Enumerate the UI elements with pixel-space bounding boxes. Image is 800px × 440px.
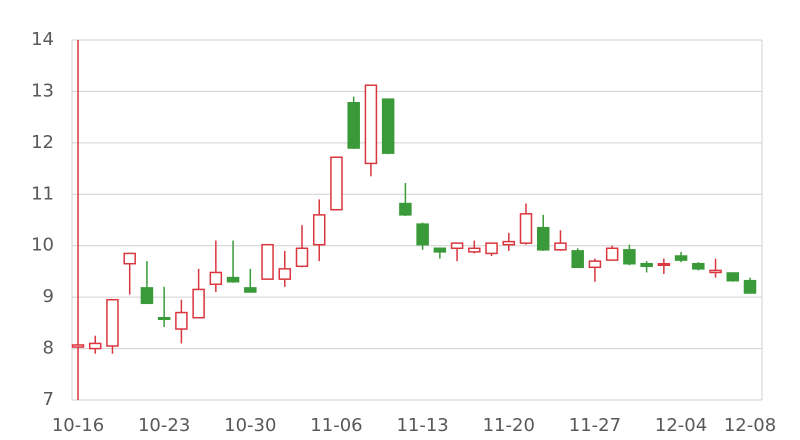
candle-body xyxy=(175,311,188,330)
candle-body xyxy=(433,247,447,253)
x-tick-label: 12-08 xyxy=(724,415,776,436)
x-tick-label: 10-23 xyxy=(138,415,190,436)
candle-body xyxy=(330,156,343,211)
candle-body xyxy=(657,262,671,267)
y-tick-label: 10 xyxy=(31,235,54,256)
candle-body xyxy=(450,242,464,250)
y-tick-label: 12 xyxy=(31,132,54,153)
y-tick-label: 14 xyxy=(31,29,54,50)
candle-body xyxy=(278,268,292,280)
candle-body xyxy=(709,269,722,274)
candle-body xyxy=(468,247,481,253)
y-tick-label: 8 xyxy=(43,338,54,359)
y-tick-label: 7 xyxy=(43,389,54,410)
candle-body xyxy=(312,214,326,246)
candle-body xyxy=(692,262,705,270)
candle-body xyxy=(192,288,205,319)
x-tick-label: 11-06 xyxy=(310,415,362,436)
candle-body xyxy=(588,260,602,269)
candle-body xyxy=(71,344,85,348)
x-tick-label: 10-16 xyxy=(52,415,104,436)
x-tick-label: 11-27 xyxy=(569,415,621,436)
candle-body xyxy=(726,272,740,282)
x-tick-label: 12-04 xyxy=(655,415,707,436)
y-tick-label: 13 xyxy=(31,80,54,101)
candle-body xyxy=(140,287,154,305)
candle-body xyxy=(554,242,567,251)
candle-body xyxy=(364,84,378,165)
candle-body xyxy=(157,316,171,321)
candle-body xyxy=(106,298,119,347)
candle-body xyxy=(571,250,584,269)
candle-body xyxy=(536,226,550,251)
candle-body xyxy=(261,243,274,280)
candle-body xyxy=(502,240,516,246)
x-tick-label: 11-20 xyxy=(483,415,535,436)
candle-body xyxy=(605,247,619,261)
candle-body xyxy=(485,242,498,255)
candle-body xyxy=(226,276,240,283)
candle-body xyxy=(519,213,533,244)
candle-body xyxy=(295,247,309,268)
y-tick-label: 9 xyxy=(43,286,54,307)
candle-body xyxy=(743,279,757,294)
candle-body xyxy=(347,101,360,149)
y-tick-label: 11 xyxy=(31,183,54,204)
candle-body xyxy=(381,98,395,154)
candle-body xyxy=(88,342,102,350)
candle-body xyxy=(209,271,223,286)
candle-body xyxy=(399,202,412,216)
x-tick-label: 11-13 xyxy=(396,415,448,436)
candle-body xyxy=(123,252,136,265)
candle-body xyxy=(416,223,429,246)
candle-body xyxy=(674,255,688,261)
candle-body xyxy=(623,249,636,265)
x-tick-label: 10-30 xyxy=(224,415,276,436)
candle-body xyxy=(640,262,653,268)
candle-body xyxy=(244,287,257,293)
